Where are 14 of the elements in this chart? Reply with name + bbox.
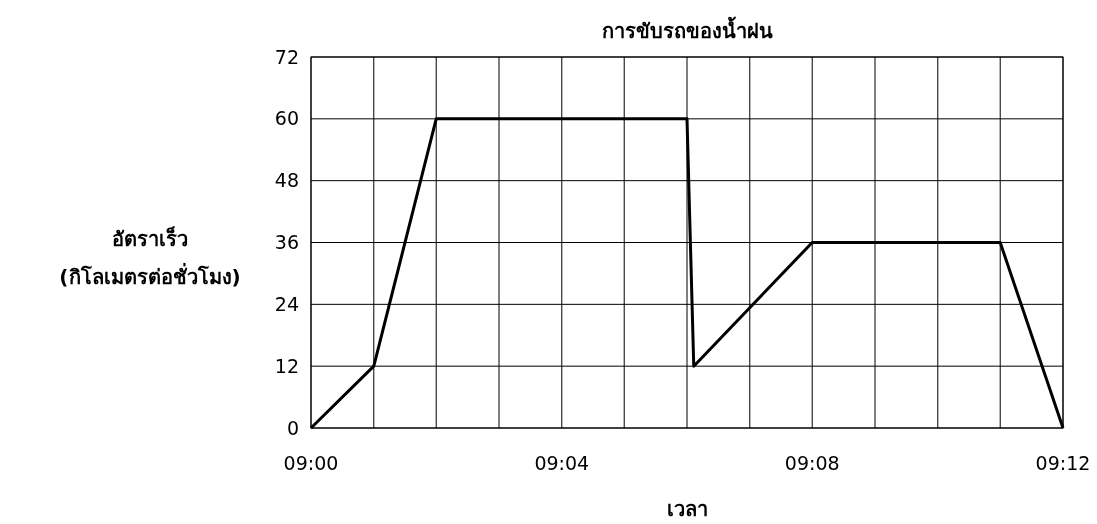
y-tick-label: 0 (286, 416, 299, 439)
y-axis-title: อัตราเร็ว (กิโลเมตรต่อชั่วโมง) (59, 226, 241, 289)
x-tick-label: 09:00 (283, 452, 339, 474)
y-tick-label: 72 (274, 45, 299, 68)
y-tick-label: 12 (274, 354, 299, 377)
y-tick-label: 24 (274, 292, 299, 315)
x-axis-title: เวลา (666, 497, 708, 521)
chart-title: การขับรถของน้ำฝน (601, 16, 773, 43)
y-tick-label: 60 (274, 107, 299, 130)
x-tick-label: 09:08 (784, 452, 840, 474)
x-tick-label: 09:04 (534, 452, 590, 474)
y-tick-label: 48 (274, 169, 299, 192)
x-tick-label: 09:12 (1035, 452, 1091, 474)
y-tick-label: 36 (274, 231, 299, 254)
